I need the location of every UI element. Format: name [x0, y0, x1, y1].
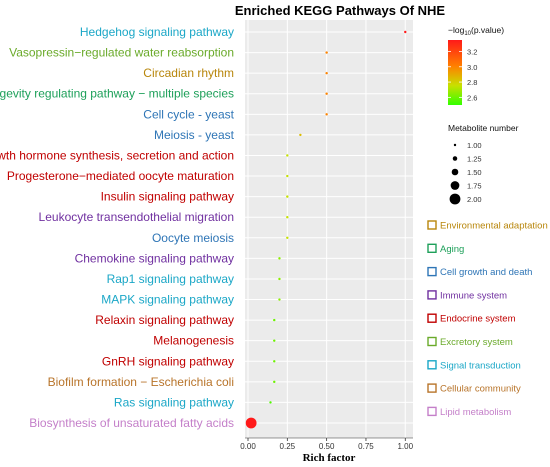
pathway-label: Vasopressin−regulated water reabsorption: [9, 46, 234, 60]
x-tick-label: 0.75: [358, 442, 374, 451]
pathway-label: Relaxin signaling pathway: [95, 313, 234, 327]
pathway-labels: Hedgehog signaling pathway Vasopressin−re…: [0, 25, 235, 430]
data-point: [325, 92, 328, 95]
size-legend-dot: [450, 181, 460, 190]
class-legend-label: Cell growth and death: [440, 267, 532, 278]
data-point: [278, 277, 281, 281]
color-bar-label: 2.8: [467, 78, 477, 87]
color-bar-label: 2.6: [467, 93, 477, 102]
data-point: [325, 51, 328, 54]
data-point: [299, 133, 302, 137]
x-tick-label: 0.00: [240, 442, 256, 451]
size-legend-items: 1.00 1.25 1.50 1.75 2.00: [449, 141, 482, 205]
pathway-label: Rap1 signaling pathway: [107, 272, 234, 286]
size-legend-dot: [453, 143, 457, 147]
color-legend-title: −log10(p.value): [448, 25, 504, 37]
size-legend-label: 2.00: [467, 195, 482, 204]
class-legend-swatch: [427, 406, 437, 417]
pathway-label: Ras signaling pathway: [114, 395, 234, 409]
data-point: [273, 339, 276, 342]
x-tick-label: 0.25: [280, 442, 296, 451]
class-legend-label: Environmental adaptation: [440, 221, 548, 232]
size-legend: Metabolite number 1.00 1.25 1.50 1.75 2.00: [448, 123, 519, 205]
pathway-label: Leukocyte transendothelial migration: [39, 210, 234, 224]
size-legend-label: 1.75: [467, 182, 482, 191]
size-legend-dot: [449, 193, 461, 205]
data-point: [273, 380, 276, 384]
color-legend: −log10(p.value) 3.2 3.0 2.8 2.6: [448, 25, 504, 105]
data-point: [286, 216, 289, 219]
size-legend-dot: [452, 156, 458, 161]
color-bar-label: 3.0: [467, 63, 477, 72]
size-legend-title: Metabolite number: [448, 123, 519, 133]
class-legend-swatch: [427, 220, 437, 230]
class-legend-swatch: [427, 290, 437, 300]
color-bar-label: 3.2: [467, 47, 477, 56]
class-legend-label: Cellular community: [440, 384, 521, 395]
class-legend-label: Aging: [440, 244, 464, 255]
pathway-label: Growth hormone synthesis, secretion and …: [0, 148, 234, 162]
x-axis-title: Rich factor: [303, 452, 356, 464]
data-point: [286, 195, 289, 198]
pathway-label: Cell cycle - yeast: [143, 107, 234, 121]
size-legend-label: 1.50: [467, 168, 482, 177]
data-point: [286, 236, 289, 239]
size-legend-label: 1.00: [467, 141, 482, 150]
data-points: [245, 30, 407, 429]
data-point: [278, 257, 281, 260]
class-legend-label: Immune system: [440, 290, 507, 301]
pathway-label: Biosynthesis of unsaturated fatty acids: [29, 416, 234, 430]
class-legend-swatch: [427, 383, 437, 393]
class-legend-swatch: [427, 360, 437, 370]
pathway-label: GnRH signaling pathway: [102, 354, 234, 368]
pathway-label: MAPK signaling pathway: [101, 293, 234, 307]
x-tick-label: 1.00: [397, 442, 413, 451]
grid-lines: [245, 20, 413, 438]
class-legend-swatch: [427, 336, 437, 347]
chart-title: Enriched KEGG Pathways Of NHE: [235, 3, 446, 18]
pathway-label: Circadian rhythm: [143, 66, 234, 80]
data-point: [286, 174, 289, 178]
pathway-label: Hedgehog signaling pathway: [80, 25, 234, 39]
pathway-label: Insulin signaling pathway: [101, 190, 234, 204]
size-legend-dot: [451, 168, 459, 176]
data-point: [245, 417, 257, 429]
data-point: [278, 298, 281, 301]
color-bar: [448, 40, 462, 105]
class-legend-swatch: [427, 313, 437, 323]
data-point: [286, 154, 289, 157]
pathway-label: Progesterone−mediated oocyte maturation: [7, 169, 234, 183]
plot-panel: [245, 20, 413, 438]
class-legend-swatch: [427, 266, 437, 277]
data-point: [273, 360, 276, 363]
class-legend-label: Excretory system: [440, 337, 513, 348]
x-axis: 0.00 0.25 0.50 0.75 1.00: [240, 437, 414, 451]
pathway-label: Meiosis - yeast: [154, 128, 235, 142]
pathway-label: Chemokine signaling pathway: [75, 251, 234, 265]
data-point: [325, 71, 328, 75]
color-bar-ticks: 3.2 3.0 2.8 2.6: [448, 47, 477, 102]
class-legend-label: Endocrine system: [440, 314, 516, 325]
class-legend-swatch: [427, 243, 437, 254]
data-point: [269, 401, 272, 404]
class-legend-label: Lipid metabolism: [440, 407, 511, 418]
pathway-label: Melanogenesis: [153, 334, 234, 348]
pathway-label: Longevity regulating pathway − multiple …: [0, 87, 234, 101]
x-tick-label: 0.50: [319, 442, 335, 451]
class-legend-label: Signal transduction: [440, 360, 521, 371]
size-legend-label: 1.25: [467, 155, 482, 164]
data-point: [404, 30, 407, 34]
pathway-label: Oocyte meiosis: [152, 231, 234, 245]
data-point: [273, 318, 276, 322]
class-legend: Environmental adaptation Aging Cell growth…: [427, 220, 548, 418]
pathway-label: Biofilm formation − Escherichia coli: [48, 375, 234, 389]
data-point: [325, 113, 328, 116]
